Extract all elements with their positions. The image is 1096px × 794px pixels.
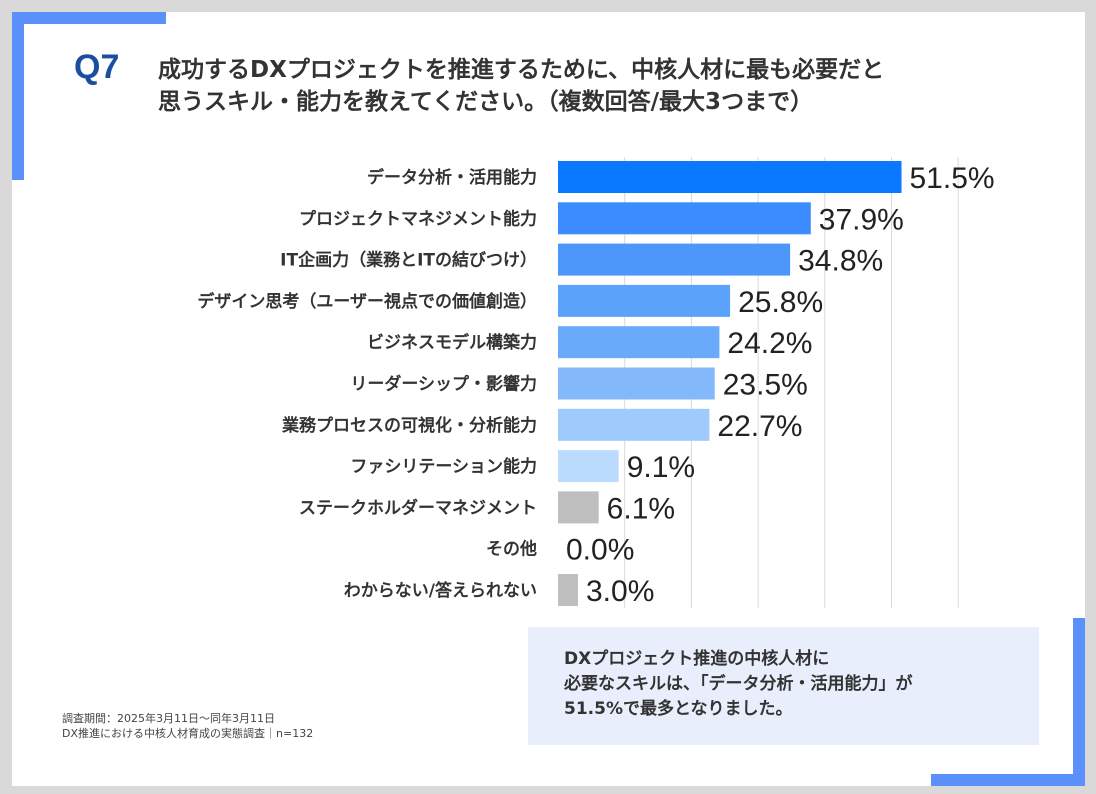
category-label: 業務プロセスの可視化・分析能力 xyxy=(282,415,537,436)
category-label: IT企画力（業務とITの結びつけ） xyxy=(280,250,537,271)
value-label: 3.0% xyxy=(586,575,654,608)
survey-footnote: 調査期間：2025年3月11日～同年3月11日 DX推進における中核人材育成の実… xyxy=(62,711,313,741)
footnote-line-1: 調査期間：2025年3月11日～同年3月11日 xyxy=(62,712,275,725)
accent-bar-right xyxy=(1073,618,1085,786)
accent-bar-top-left xyxy=(12,12,166,24)
category-label: デザイン思考（ユーザー視点での価値創造） xyxy=(197,291,537,312)
footnote-line-2: DX推進における中核人材育成の実態調査｜n=132 xyxy=(62,727,314,740)
bar xyxy=(558,450,619,483)
bar xyxy=(558,574,579,606)
question-text: 成功するDXプロジェクトを推進するために、中核人材に最も必要だと 思うスキル・能… xyxy=(158,54,1038,118)
value-label: 22.7% xyxy=(717,410,802,443)
value-label: 9.1% xyxy=(627,451,695,484)
value-label: 6.1% xyxy=(607,492,675,525)
value-label: 25.8% xyxy=(738,286,823,319)
bar xyxy=(558,161,902,193)
accent-bar-left xyxy=(12,12,24,180)
question-line-1: 成功するDXプロジェクトを推進するために、中核人材に最も必要だと xyxy=(158,57,885,83)
category-label: ファシリテーション能力 xyxy=(350,456,537,477)
category-label: データ分析・活用能力 xyxy=(367,167,537,188)
category-label: ステークホルダーマネジメント xyxy=(299,497,537,518)
bar xyxy=(558,326,720,359)
bar xyxy=(558,202,811,235)
value-label: 23.5% xyxy=(723,369,808,402)
question-number: Q7 xyxy=(74,48,120,86)
category-label: わからない/答えられない xyxy=(344,580,537,601)
bar xyxy=(558,243,791,276)
category-label: リーダーシップ・影響力 xyxy=(350,374,537,395)
category-label: プロジェクトマネジメント能力 xyxy=(299,208,537,229)
summary-line-2: 必要なスキルは、「データ分析・活用能力」が xyxy=(564,674,913,694)
bar xyxy=(558,491,599,524)
value-label: 24.2% xyxy=(727,327,812,360)
value-label: 51.5% xyxy=(910,162,995,195)
value-label: 0.0% xyxy=(566,534,634,567)
category-label: その他 xyxy=(486,539,537,560)
value-label: 34.8% xyxy=(798,245,883,278)
bar xyxy=(558,367,715,400)
bar xyxy=(558,284,731,317)
category-label: ビジネスモデル構築力 xyxy=(367,332,537,353)
accent-bar-bottom-right xyxy=(931,774,1085,786)
question-line-2: 思うスキル・能力を教えてください。（複数回答/最大3つまで） xyxy=(158,89,814,115)
bar xyxy=(558,408,710,441)
summary-line-1: DXプロジェクト推進の中核人材に xyxy=(564,649,830,669)
summary-line-3: 51.5%で最多となりました。 xyxy=(564,699,793,719)
value-label: 37.9% xyxy=(819,203,904,236)
summary-box: DXプロジェクト推進の中核人材に 必要なスキルは、「データ分析・活用能力」が 5… xyxy=(528,627,1039,745)
